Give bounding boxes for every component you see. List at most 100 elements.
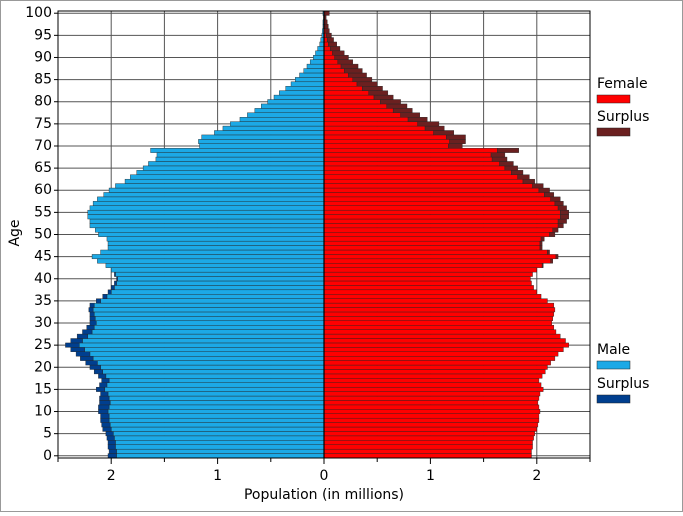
bar [499, 161, 514, 167]
bar [323, 174, 518, 180]
y-tick-label: 25 [34, 337, 52, 353]
bar [114, 280, 117, 286]
bar [323, 302, 555, 308]
bar [115, 444, 325, 450]
bar [490, 152, 506, 158]
bar [323, 289, 538, 295]
bar [323, 263, 543, 268]
bar [517, 174, 530, 180]
bar [557, 218, 567, 224]
bar [323, 72, 349, 78]
bar [92, 201, 325, 206]
bar [323, 68, 345, 74]
bar [323, 453, 532, 459]
y-tick-label: 100 [25, 5, 52, 21]
bar [103, 192, 325, 198]
bar [323, 440, 533, 445]
bar [109, 400, 325, 406]
bar [323, 311, 555, 317]
bar [323, 81, 358, 87]
y-tick-label: 65 [34, 160, 52, 176]
bar [199, 143, 325, 149]
bar [323, 404, 540, 410]
y-tick-label: 20 [34, 359, 52, 375]
bar [79, 342, 325, 348]
bar [230, 121, 325, 127]
bar [323, 417, 540, 423]
bar [92, 356, 325, 361]
bar [557, 205, 567, 211]
bar [96, 298, 101, 304]
bar [156, 152, 325, 158]
bar [104, 386, 325, 392]
bar [323, 378, 540, 383]
bar [323, 63, 342, 69]
bar [550, 196, 561, 202]
bar [323, 134, 447, 140]
bar [323, 360, 551, 366]
bars [65, 10, 569, 459]
bar [368, 90, 389, 96]
bar [113, 431, 325, 437]
y-tick-label: 15 [34, 381, 52, 397]
bar [417, 121, 440, 127]
bar [201, 134, 325, 140]
bar [323, 271, 533, 277]
bar [75, 351, 91, 357]
bar [102, 369, 325, 375]
bar [98, 232, 325, 237]
bar [323, 280, 532, 286]
y-tick-label: 45 [34, 249, 52, 265]
bar [303, 68, 325, 74]
bar [285, 86, 325, 91]
bar [100, 364, 325, 370]
bar [108, 187, 325, 193]
bar [110, 285, 115, 291]
bar [323, 59, 339, 65]
bar [504, 165, 518, 171]
bar [323, 103, 387, 109]
bar [97, 360, 325, 366]
bar [84, 347, 325, 352]
bar [324, 24, 329, 29]
bar [325, 32, 332, 38]
bar [334, 55, 349, 60]
bar [323, 223, 559, 229]
y-tick-label: 0 [43, 448, 52, 464]
legend-label: Male [597, 342, 630, 358]
bar [323, 192, 545, 198]
bar [273, 94, 325, 100]
bar [107, 240, 325, 246]
legend-label: Surplus [597, 109, 649, 125]
bar [136, 170, 325, 175]
bar [97, 196, 325, 202]
bar [82, 338, 325, 344]
legend-swatch [596, 127, 631, 137]
bar [319, 41, 325, 47]
bar [323, 99, 381, 105]
bar [98, 373, 107, 379]
bar [323, 94, 375, 100]
bar [323, 400, 539, 406]
bar [549, 232, 556, 237]
bar [323, 316, 553, 322]
bar [214, 130, 325, 136]
bar [328, 41, 337, 47]
bar [87, 333, 325, 339]
bar [107, 245, 325, 251]
bar [117, 276, 325, 282]
bar [400, 112, 420, 118]
legend-label: Female [597, 76, 648, 92]
bar [115, 271, 325, 277]
bar [317, 46, 325, 52]
bar [96, 320, 325, 326]
bar [323, 245, 541, 251]
bar [87, 209, 325, 215]
bar [380, 99, 401, 105]
bar [98, 404, 110, 410]
bar [540, 236, 545, 242]
bar [323, 276, 531, 282]
bar [352, 77, 373, 83]
y-axis-label: Age [7, 219, 23, 246]
bar [89, 320, 97, 326]
